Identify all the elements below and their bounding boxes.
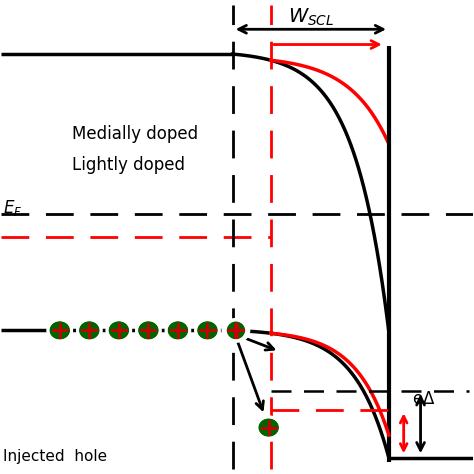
Text: $E_F$: $E_F$ <box>3 199 22 219</box>
Circle shape <box>196 319 219 341</box>
Text: $W_{SCL}$: $W_{SCL}$ <box>288 7 334 28</box>
Text: e$\Delta$: e$\Delta$ <box>412 390 436 408</box>
Text: Injected  hole: Injected hole <box>3 449 107 464</box>
Circle shape <box>223 319 246 341</box>
Circle shape <box>137 319 160 341</box>
Circle shape <box>48 319 72 341</box>
Circle shape <box>107 319 131 341</box>
Circle shape <box>225 319 249 341</box>
Circle shape <box>77 319 101 341</box>
Circle shape <box>166 319 190 341</box>
Text: Medially doped: Medially doped <box>73 125 199 143</box>
Circle shape <box>257 417 281 438</box>
Text: Lightly doped: Lightly doped <box>73 155 185 173</box>
